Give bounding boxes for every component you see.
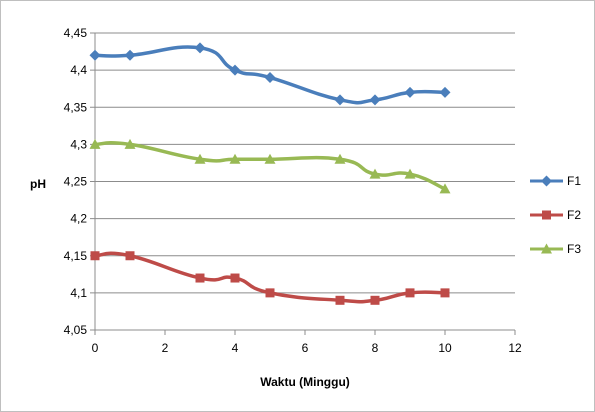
point-f3 <box>334 153 346 164</box>
point-f1 <box>124 49 136 61</box>
y-tick-label: 4,2 <box>70 212 87 226</box>
axes <box>90 32 516 335</box>
x-tick-label: 4 <box>232 341 239 355</box>
legend-item-f2: F2 <box>530 208 581 222</box>
point-f1 <box>404 86 416 98</box>
point-f1 <box>439 86 451 98</box>
x-axis-label: Waktu (Minggu) <box>260 375 350 389</box>
y-tick-label: 4,3 <box>70 137 87 151</box>
point-f2 <box>265 288 275 298</box>
series-f1 <box>89 42 451 106</box>
point-f2 <box>335 295 345 305</box>
y-tick-label: 4,45 <box>64 26 88 40</box>
x-tick-labels: 0 2 4 6 8 10 12 <box>92 341 522 355</box>
legend-marker-f2 <box>542 210 551 220</box>
legend-marker-f3 <box>541 243 552 254</box>
x-tick-label: 8 <box>372 341 379 355</box>
point-f2 <box>90 251 100 261</box>
series-group <box>89 42 451 305</box>
y-tick-label: 4,1 <box>70 286 87 300</box>
x-tick-label: 6 <box>302 341 309 355</box>
point-f2 <box>370 295 380 305</box>
legend-label-f3: F3 <box>567 242 581 256</box>
y-tick-label: 4,25 <box>64 175 88 189</box>
point-f1 <box>89 49 101 61</box>
point-f1 <box>229 64 241 76</box>
point-f2 <box>440 288 450 298</box>
point-f2 <box>125 251 135 261</box>
point-f1 <box>264 72 276 84</box>
point-f3 <box>194 153 206 164</box>
point-f1 <box>334 94 346 106</box>
legend-marker-f1 <box>541 175 552 187</box>
point-f3 <box>439 183 451 194</box>
y-axis-label: pH <box>30 177 46 191</box>
legend-item-f3: F3 <box>530 242 581 256</box>
y-tick-label: 4,15 <box>64 249 88 263</box>
x-tick-label: 0 <box>92 341 99 355</box>
y-tick-label: 4,05 <box>64 323 88 337</box>
gridlines <box>95 32 515 331</box>
legend: F1 F2 F3 <box>530 174 581 256</box>
point-f2 <box>230 273 240 283</box>
series-f3 <box>89 138 451 194</box>
x-tick-label: 2 <box>162 341 169 355</box>
y-tick-labels: 4,05 4,1 4,15 4,2 4,25 4,3 4,35 4,4 4,45 <box>64 26 88 337</box>
point-f3 <box>264 153 276 164</box>
x-tick-label: 12 <box>508 341 522 355</box>
point-f2 <box>405 288 415 298</box>
y-tick-label: 4,35 <box>64 100 88 114</box>
point-f1 <box>194 42 206 54</box>
x-tick-label: 10 <box>438 341 452 355</box>
y-tick-label: 4,4 <box>70 63 87 77</box>
point-f3 <box>369 168 381 179</box>
legend-label-f2: F2 <box>567 208 581 222</box>
point-f1 <box>369 94 381 106</box>
point-f3 <box>124 138 136 149</box>
point-f3 <box>89 138 101 149</box>
point-f3 <box>229 153 241 164</box>
legend-label-f1: F1 <box>567 174 581 188</box>
point-f3 <box>404 168 416 179</box>
legend-item-f1: F1 <box>530 174 581 188</box>
point-f2 <box>195 273 205 283</box>
series-f2 <box>90 251 450 305</box>
